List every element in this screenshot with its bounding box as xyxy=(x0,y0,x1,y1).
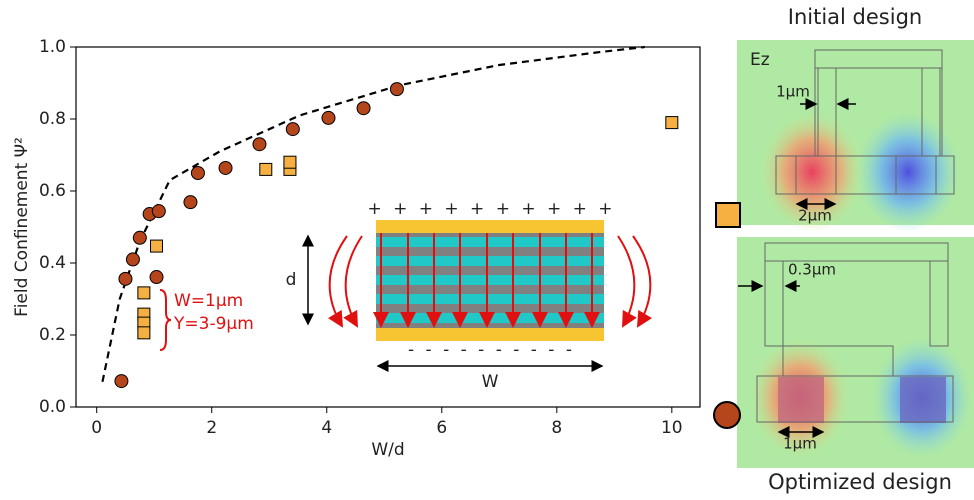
point xyxy=(283,155,297,169)
x-tick-label: 0 xyxy=(91,418,102,438)
fringe-arrow xyxy=(343,235,363,328)
x-tick-label: 6 xyxy=(436,418,447,438)
plot-frame xyxy=(75,46,701,408)
marker-key xyxy=(715,202,741,228)
field-panel: 0.3μm 1μm xyxy=(737,237,974,468)
x-tick-label: 8 xyxy=(551,418,562,438)
inset-label: d xyxy=(286,270,297,290)
panel-title: Optimized design xyxy=(768,470,952,494)
point xyxy=(125,252,140,267)
dim-label: 0.3μm xyxy=(788,261,836,279)
dim-label: 2μm xyxy=(798,207,832,225)
point xyxy=(183,195,198,210)
fit-curve xyxy=(101,45,645,383)
point xyxy=(356,101,371,116)
inset-charges: + + + + + + + + + + xyxy=(367,199,612,219)
annotation: W=1μm xyxy=(174,291,243,311)
y-tick-label: 0.8 xyxy=(39,109,66,129)
annotation: Y=3-9μm xyxy=(173,314,254,334)
y-axis-label: Field Confinement Ψ² xyxy=(12,137,32,317)
y-tick-label: 0.2 xyxy=(39,325,66,345)
inset-plate xyxy=(376,328,604,341)
point xyxy=(252,137,267,152)
x-tick-label: 10 xyxy=(661,418,683,438)
point xyxy=(114,374,129,389)
point xyxy=(137,326,151,340)
point xyxy=(149,270,164,285)
dim-label: 1μm xyxy=(783,435,817,453)
inset-label: W xyxy=(482,372,499,392)
y-tick-label: 0.6 xyxy=(39,181,66,201)
x-tick-label: 2 xyxy=(206,418,217,438)
point xyxy=(285,122,300,137)
point xyxy=(665,116,679,130)
field-label: Ez xyxy=(750,50,770,70)
marker-key xyxy=(713,401,741,429)
fringe-arrow xyxy=(617,235,637,328)
x-axis-label: W/d xyxy=(371,440,404,460)
y-tick-label: 0.4 xyxy=(39,253,66,273)
point xyxy=(150,239,164,253)
point xyxy=(132,230,147,245)
point xyxy=(321,110,336,125)
point xyxy=(190,166,205,180)
panel-title: Initial design xyxy=(788,5,922,29)
point xyxy=(218,160,233,175)
fringe-arrow xyxy=(632,235,653,328)
point xyxy=(259,162,273,176)
inset-plate xyxy=(376,220,604,233)
field-panel: Ez 1μm 2μm xyxy=(737,40,974,232)
fringe-arrow xyxy=(327,235,348,328)
dim-label: 1μm xyxy=(776,83,810,101)
point xyxy=(389,82,404,97)
x-tick-label: 4 xyxy=(321,418,332,438)
y-tick-label: 1.0 xyxy=(39,37,66,57)
inset: + + + + + + + + + + - - - - - - - - - - … xyxy=(286,199,653,392)
point xyxy=(151,204,166,219)
bracket xyxy=(159,289,172,351)
inset-body xyxy=(376,233,604,328)
y-tick-label: 0.0 xyxy=(39,397,66,417)
inset-charges: - - - - - - - - - - xyxy=(408,340,572,360)
point xyxy=(137,286,151,300)
point xyxy=(118,271,133,286)
